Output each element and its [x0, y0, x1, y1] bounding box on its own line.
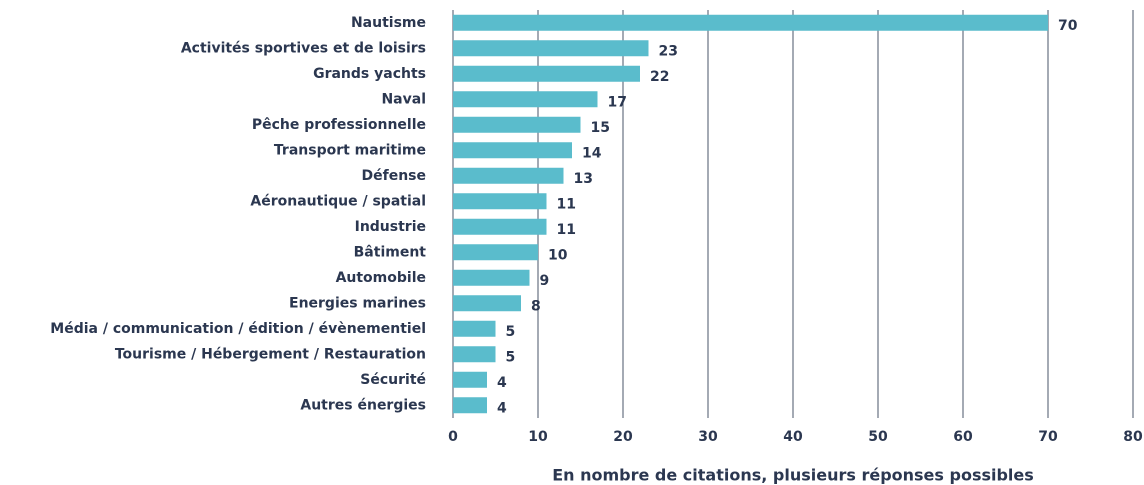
value-label: 17 — [608, 94, 627, 110]
category-label: Tourisme / Hébergement / Restauration — [115, 346, 426, 362]
x-tick-label: 70 — [1038, 429, 1058, 445]
x-tick-label: 10 — [528, 429, 548, 445]
bar — [453, 371, 487, 388]
category-label: Bâtiment — [354, 244, 427, 260]
value-label: 22 — [650, 69, 669, 85]
bar — [453, 193, 547, 210]
category-label: Grands yachts — [313, 66, 426, 82]
x-tick-label: 30 — [698, 429, 718, 445]
category-label: Média / communication / édition / évènem… — [50, 321, 426, 337]
category-label: Aéronautique / spatial — [250, 193, 426, 209]
value-label: 9 — [540, 273, 550, 289]
bar — [453, 244, 538, 261]
x-tick-label: 40 — [783, 429, 803, 445]
x-tick-label: 80 — [1123, 429, 1143, 445]
bar — [453, 142, 572, 159]
category-label: Industrie — [355, 219, 426, 235]
category-label: Transport maritime — [274, 142, 426, 158]
bar — [453, 295, 521, 312]
x-axis-label: En nombre de citations, plusieurs répons… — [552, 466, 1034, 485]
bar — [453, 14, 1048, 31]
bar — [453, 65, 640, 82]
bar — [453, 320, 496, 337]
x-tick-label: 0 — [448, 429, 458, 445]
value-label: 11 — [557, 196, 576, 212]
category-label: Naval — [381, 91, 426, 107]
bar — [453, 91, 598, 108]
bar — [453, 218, 547, 235]
x-tick-label: 50 — [868, 429, 888, 445]
value-label: 70 — [1058, 18, 1078, 34]
category-label: Energies marines — [289, 295, 426, 311]
category-label: Activités sportives et de loisirs — [181, 40, 426, 56]
category-label: Autres énergies — [300, 397, 426, 413]
category-label: Pêche professionnelle — [252, 117, 426, 133]
value-label: 5 — [506, 324, 516, 340]
value-label: 15 — [591, 120, 610, 136]
value-label: 14 — [582, 145, 602, 161]
x-tick-label: 60 — [953, 429, 973, 445]
category-label: Automobile — [336, 270, 426, 286]
value-label: 10 — [548, 247, 568, 263]
value-label: 5 — [506, 349, 516, 365]
bar — [453, 40, 649, 57]
category-label: Sécurité — [360, 372, 426, 388]
value-label: 11 — [557, 222, 576, 238]
x-tick-label: 20 — [613, 429, 633, 445]
value-label: 4 — [497, 375, 507, 391]
value-label: 13 — [574, 171, 593, 187]
category-label: Nautisme — [351, 15, 426, 31]
bar — [453, 269, 530, 286]
value-label: 23 — [659, 43, 678, 59]
value-label: 8 — [531, 298, 541, 314]
category-label: Défense — [362, 168, 427, 184]
bar — [453, 167, 564, 184]
bar — [453, 346, 496, 363]
bar — [453, 116, 581, 133]
bar — [453, 397, 487, 414]
value-label: 4 — [497, 400, 507, 416]
